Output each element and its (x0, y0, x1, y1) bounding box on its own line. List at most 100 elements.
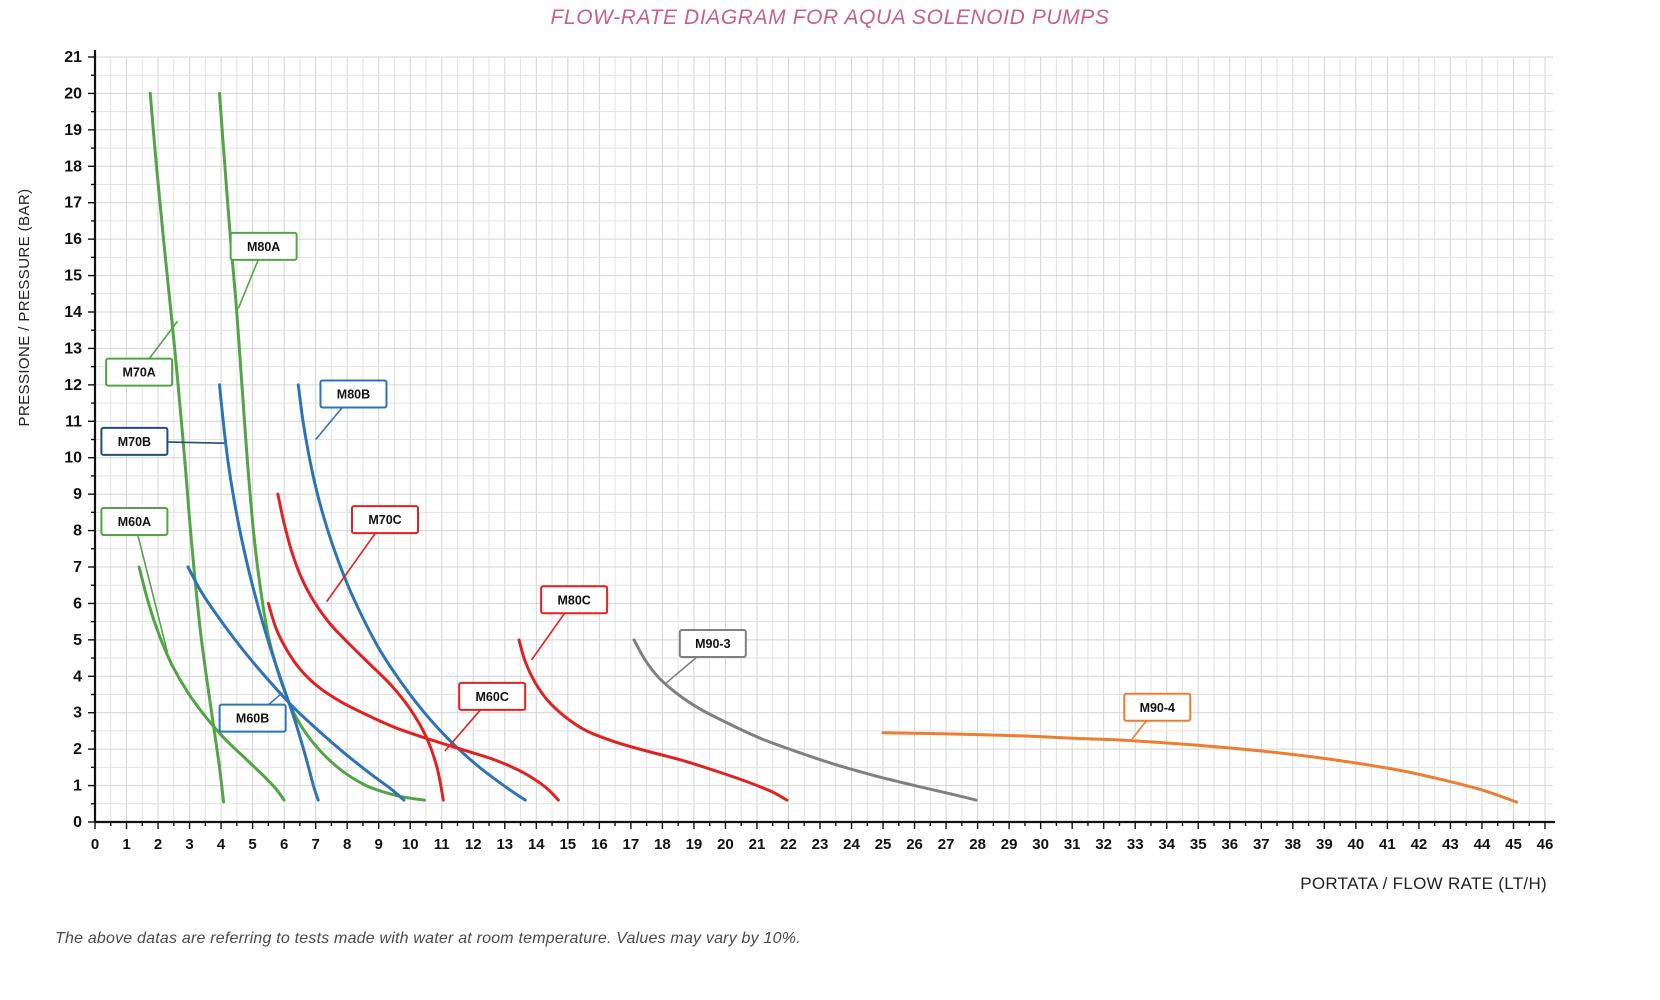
curve-label-M80B: M80B (315, 379, 388, 441)
svg-text:M90-3: M90-3 (695, 637, 730, 651)
svg-text:M80A: M80A (247, 240, 280, 254)
svg-text:M70B: M70B (118, 435, 151, 449)
curve-M70C (276, 492, 445, 802)
svg-text:M70A: M70A (122, 366, 155, 380)
svg-text:14: 14 (528, 836, 545, 853)
curve-label-M90-4: M90-4 (1123, 692, 1192, 740)
svg-text:17: 17 (623, 836, 640, 853)
y-axis-label: PRESSIONE / PRESSURE (BAR) (16, 188, 33, 427)
svg-text:18: 18 (64, 158, 82, 175)
svg-text:36: 36 (1221, 836, 1238, 853)
svg-text:23: 23 (812, 836, 829, 853)
svg-text:M80B: M80B (337, 387, 370, 401)
curve-M80B (296, 383, 527, 802)
svg-text:3: 3 (185, 836, 193, 853)
curve-label-M60A: M60A (100, 506, 169, 653)
footnote: The above datas are referring to tests m… (55, 930, 801, 947)
svg-text:45: 45 (1505, 836, 1522, 853)
svg-text:6: 6 (280, 836, 288, 853)
curve-M70A (148, 91, 226, 804)
svg-text:8: 8 (73, 523, 82, 540)
svg-text:34: 34 (1158, 836, 1175, 853)
svg-text:38: 38 (1284, 836, 1301, 853)
svg-text:27: 27 (938, 836, 955, 853)
svg-text:31: 31 (1064, 836, 1081, 853)
svg-text:19: 19 (64, 122, 82, 139)
svg-text:4: 4 (217, 836, 226, 853)
svg-text:15: 15 (559, 836, 576, 853)
svg-text:1: 1 (73, 778, 82, 795)
svg-text:26: 26 (906, 836, 923, 853)
svg-text:M80C: M80C (557, 593, 590, 607)
curve-M60C (266, 601, 560, 802)
svg-text:13: 13 (64, 340, 82, 357)
svg-text:20: 20 (717, 836, 734, 853)
curve-label-M80C: M80C (530, 585, 609, 661)
svg-text:4: 4 (73, 668, 82, 685)
svg-text:21: 21 (64, 49, 82, 66)
curve-label-M60C: M60C (444, 681, 527, 752)
svg-text:6: 6 (73, 595, 82, 612)
svg-text:37: 37 (1253, 836, 1270, 853)
curve-label-M80A: M80A (229, 231, 298, 309)
svg-text:12: 12 (465, 836, 482, 853)
axes (88, 50, 1555, 829)
svg-text:32: 32 (1095, 836, 1112, 853)
svg-text:16: 16 (591, 836, 608, 853)
svg-text:44: 44 (1474, 836, 1491, 853)
svg-text:35: 35 (1190, 836, 1207, 853)
svg-text:M60A: M60A (118, 515, 151, 529)
grid (95, 56, 1553, 822)
svg-text:21: 21 (749, 836, 766, 853)
svg-text:42: 42 (1411, 836, 1428, 853)
svg-text:1: 1 (122, 836, 130, 853)
svg-text:17: 17 (64, 195, 82, 212)
svg-text:22: 22 (780, 836, 797, 853)
curve-M80A (218, 91, 426, 802)
svg-text:7: 7 (73, 559, 82, 576)
svg-text:9: 9 (73, 486, 82, 503)
svg-text:0: 0 (91, 836, 99, 853)
svg-text:20: 20 (64, 85, 82, 102)
svg-text:28: 28 (969, 836, 986, 853)
curve-label-M60B: M60B (218, 692, 287, 733)
curve-label-M70B: M70B (100, 426, 225, 456)
svg-text:39: 39 (1316, 836, 1333, 853)
svg-text:43: 43 (1442, 836, 1459, 853)
svg-text:5: 5 (248, 836, 256, 853)
svg-text:24: 24 (843, 836, 860, 853)
svg-text:2: 2 (73, 741, 82, 758)
svg-text:M60C: M60C (476, 690, 509, 704)
svg-text:16: 16 (64, 231, 82, 248)
curve-M60B (186, 565, 406, 802)
svg-text:8: 8 (343, 836, 351, 853)
svg-text:M90-4: M90-4 (1140, 701, 1175, 715)
svg-text:2: 2 (154, 836, 162, 853)
svg-text:5: 5 (73, 632, 82, 649)
svg-text:15: 15 (64, 268, 82, 285)
svg-text:14: 14 (64, 304, 82, 321)
svg-text:29: 29 (1001, 836, 1018, 853)
svg-text:40: 40 (1348, 836, 1365, 853)
svg-text:M70C: M70C (368, 513, 401, 527)
curve-label-M70A: M70A (105, 320, 179, 387)
svg-text:11: 11 (65, 413, 82, 430)
svg-text:41: 41 (1379, 836, 1396, 853)
svg-text:19: 19 (686, 836, 703, 853)
curve-M90-3 (632, 638, 978, 802)
svg-text:25: 25 (875, 836, 892, 853)
svg-text:12: 12 (64, 377, 82, 394)
svg-text:9: 9 (375, 836, 383, 853)
curve-label-M70C: M70C (326, 505, 419, 603)
svg-text:10: 10 (402, 836, 419, 853)
curve-M70B (218, 383, 320, 802)
curve-M80C (517, 638, 789, 802)
curve-M60A (137, 565, 286, 802)
svg-text:10: 10 (64, 450, 82, 467)
svg-text:18: 18 (654, 836, 671, 853)
svg-text:0: 0 (73, 814, 82, 831)
svg-text:46: 46 (1537, 836, 1554, 853)
tick-labels: 0 1 2 3 4 5 6 7 8 9 10 11 12 13 14 15 16 17 18 19 20 21 22 23 24… (64, 49, 1553, 853)
